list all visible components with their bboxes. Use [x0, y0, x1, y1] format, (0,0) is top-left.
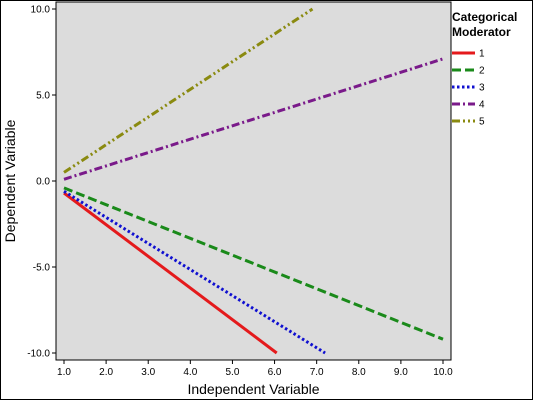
legend-label-3: 3	[479, 83, 485, 94]
legend-title-line-2: Moderator	[452, 25, 511, 39]
x-tick-label: 10.0	[433, 367, 453, 378]
series-line-1	[63, 191, 278, 355]
legend-title-line-1: Categorical	[452, 10, 517, 24]
x-tick-label: 4.0	[183, 367, 197, 378]
x-tick-label: 5.0	[225, 367, 239, 378]
series-lines	[63, 7, 444, 355]
y-axis-title: Dependent Variable	[2, 119, 18, 242]
x-tick-label: 1.0	[57, 367, 71, 378]
x-tick-label: 3.0	[141, 367, 155, 378]
x-tick-label: 8.0	[352, 367, 366, 378]
x-tick-label: 6.0	[268, 367, 282, 378]
y-tick-label: -10.0	[27, 349, 50, 360]
series-line-5	[63, 7, 314, 174]
legend-label-5: 5	[479, 117, 485, 128]
legend-label-2: 2	[479, 66, 485, 77]
x-tick-label: 2.0	[99, 367, 113, 378]
y-tick-label: 5.0	[36, 91, 50, 102]
legend: Categorical Moderator 1 2 3 4 5	[452, 10, 517, 128]
x-axis: 1.0 2.0 3.0 4.0 5.0 6.0 7.0 8.0 9.0 10.0	[57, 360, 453, 378]
legend-label-1: 1	[479, 49, 485, 60]
x-axis-title: Independent Variable	[187, 381, 319, 397]
y-tick-label: 0.0	[36, 177, 50, 188]
y-tick-label: -5.0	[33, 263, 51, 274]
x-tick-label: 9.0	[394, 367, 408, 378]
y-axis: 10.0 5.0 0.0 -5.0 -10.0	[27, 5, 56, 360]
y-tick-label: 10.0	[31, 5, 51, 16]
series-line-3	[63, 190, 326, 355]
legend-label-4: 4	[479, 100, 485, 111]
legend-items: 1 2 3 4 5	[452, 49, 485, 128]
plot-area	[55, 1, 452, 361]
series-line-4	[63, 57, 444, 181]
x-tick-label: 7.0	[310, 367, 324, 378]
series-line-2	[63, 186, 444, 341]
